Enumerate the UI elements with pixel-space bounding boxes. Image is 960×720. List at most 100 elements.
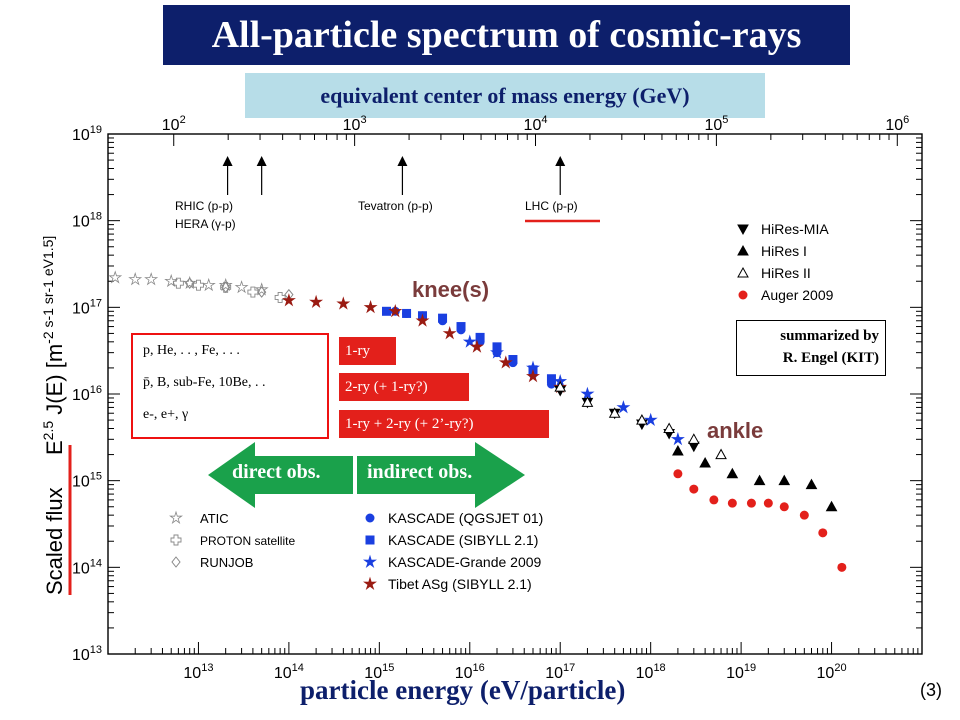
tag-one-ry: 1-ry — [339, 337, 396, 365]
series-atic — [108, 270, 269, 296]
data-point — [508, 355, 518, 365]
collider-label-rhic: RHIC (p-p) — [175, 199, 233, 213]
data-point — [727, 498, 737, 508]
legend-tibet-marker — [363, 576, 377, 590]
data-point — [672, 444, 684, 456]
data-point — [247, 286, 259, 298]
x-tick-label: 1018 — [636, 662, 666, 682]
data-point — [554, 381, 567, 392]
x-tick-label: 1016 — [455, 662, 485, 682]
legend-auger-marker — [738, 290, 748, 300]
ankle-label: ankle — [707, 418, 763, 443]
data-point — [779, 502, 789, 512]
data-point — [274, 292, 286, 303]
collider-arrowhead — [397, 156, 408, 166]
data-point — [469, 339, 484, 353]
knee-label: knee(s) — [412, 277, 489, 302]
data-point — [689, 484, 699, 494]
data-point — [144, 272, 159, 286]
data-point — [108, 270, 123, 284]
data-point — [221, 281, 231, 294]
data-point — [281, 293, 296, 307]
data-point — [663, 422, 675, 433]
data-point — [687, 433, 700, 444]
collider-arrowhead — [555, 156, 566, 166]
data-point — [673, 469, 683, 479]
data-point — [254, 282, 269, 296]
x-axis-label: particle energy (eV/particle) — [300, 675, 626, 705]
data-point — [336, 296, 351, 310]
legend-proton-marker — [170, 534, 182, 546]
data-point — [201, 277, 216, 292]
data-point — [763, 498, 773, 508]
data-point — [670, 431, 685, 446]
page-title: All-particle spectrum of cosmic-rays — [163, 5, 850, 65]
data-point — [805, 478, 818, 490]
data-point — [490, 345, 504, 359]
data-point — [498, 355, 513, 369]
data-point — [192, 279, 204, 291]
data-point — [608, 407, 621, 418]
legend-runjob-marker — [171, 556, 181, 568]
data-point — [309, 294, 324, 308]
legend-atic-marker — [169, 510, 183, 524]
particle-line-2: p̄, B, sub-Fe, 10Be, . . — [143, 375, 266, 390]
top-axis-title: equivalent center of mass energy (GeV) — [245, 73, 765, 118]
data-point — [462, 334, 477, 348]
data-point — [818, 528, 828, 538]
particle-line-3: e-, e+, γ — [143, 407, 189, 422]
data-point — [182, 275, 197, 290]
legend-tibet-label: Tibet ASg (SIBYLL 2.1) — [388, 576, 532, 592]
data-point — [699, 456, 711, 468]
data-point — [257, 286, 267, 298]
data-point — [438, 313, 448, 323]
particle-types-box: p, He, . . , Fe, . . . p̄, B, sub-Fe, 10… — [131, 333, 329, 439]
data-point — [799, 510, 809, 520]
collider-arrowhead — [256, 156, 267, 166]
data-point — [218, 277, 233, 292]
tag-mix: 1-ry + 2-ry (+ 2’-ry?) — [339, 410, 549, 438]
particle-line-1: p, He, . . , Fe, . . . — [143, 343, 240, 358]
legend-hires-mia-marker — [737, 224, 749, 236]
y-axis-label: Scaled flux E2.5 J(E) [m-2 s-1 sr-1 eV1.5… — [40, 236, 72, 595]
credit-line-2: R. Engel (KIT) — [782, 350, 879, 366]
top-tick-label: 104 — [524, 114, 548, 134]
data-point — [726, 467, 739, 479]
top-tick-label: 106 — [885, 114, 909, 134]
y-tick-label: 1015 — [72, 471, 102, 491]
x-tick-label: 1020 — [817, 662, 847, 682]
legend-hires-i-marker — [737, 244, 749, 256]
y-tick-label: 1017 — [72, 297, 102, 317]
top-tick-label: 105 — [704, 114, 728, 134]
data-point — [381, 306, 391, 316]
credit-line-1: summarized by — [780, 328, 879, 344]
data-point — [185, 277, 195, 289]
y-axis-formula: E2.5 J(E) [m-2 s-1 sr-1 eV1.5] — [40, 236, 67, 455]
data-point — [643, 412, 658, 426]
data-point — [837, 562, 847, 572]
page-number: (3) — [920, 680, 942, 700]
indirect-obs-label: indirect obs. — [367, 461, 473, 483]
y-tick-label: 1013 — [72, 644, 102, 664]
legend-kascade-qgsjet-marker — [365, 513, 375, 523]
collider-arrowhead — [222, 156, 233, 166]
data-point — [164, 273, 179, 288]
direct-obs-arrow — [208, 442, 353, 508]
data-point — [546, 374, 556, 384]
tag-two-ry: 2-ry (+ 1-ry?) — [339, 373, 469, 401]
data-point — [388, 303, 403, 318]
collider-label-tevatron: Tevatron (p-p) — [358, 199, 433, 213]
series-hires-i — [672, 444, 838, 512]
legend-hires-ii-label: HiRes II — [761, 265, 811, 281]
top-tick-label: 103 — [343, 114, 367, 134]
data-point — [442, 326, 457, 340]
y-tick-label: 1018 — [72, 211, 102, 231]
legend-kascade-grande-label: KASCADE-Grande 2009 — [388, 554, 542, 570]
data-point — [753, 474, 766, 486]
data-point — [636, 414, 648, 425]
direct-obs-label: direct obs. — [232, 461, 321, 483]
credit-box: summarized by R. Engel (KIT) — [736, 320, 886, 376]
data-point — [709, 495, 719, 505]
y-tick-label: 1019 — [72, 124, 102, 144]
